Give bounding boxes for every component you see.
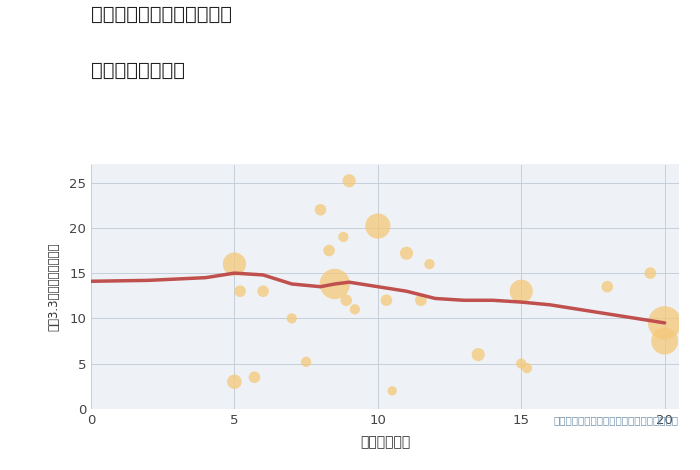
Point bbox=[349, 306, 360, 313]
Point bbox=[315, 206, 326, 213]
Point bbox=[234, 288, 246, 295]
Point bbox=[659, 319, 671, 327]
Point bbox=[645, 269, 656, 277]
Point bbox=[323, 247, 335, 254]
Point bbox=[300, 358, 312, 366]
Point bbox=[473, 351, 484, 358]
Text: 駅距離別土地価格: 駅距離別土地価格 bbox=[91, 61, 185, 80]
Point bbox=[344, 177, 355, 185]
Point bbox=[381, 297, 392, 304]
Point bbox=[401, 250, 412, 257]
Point bbox=[372, 222, 384, 230]
Point bbox=[516, 288, 527, 295]
Point bbox=[258, 288, 269, 295]
X-axis label: 駅距離（分）: 駅距離（分） bbox=[360, 435, 410, 449]
Point bbox=[659, 337, 671, 345]
Point bbox=[516, 360, 527, 368]
Point bbox=[338, 233, 349, 241]
Point bbox=[424, 260, 435, 268]
Point bbox=[229, 378, 240, 385]
Point bbox=[249, 374, 260, 381]
Y-axis label: 坪（3.3㎡）単価（万円）: 坪（3.3㎡）単価（万円） bbox=[48, 243, 61, 331]
Point bbox=[602, 283, 613, 290]
Point bbox=[386, 387, 398, 394]
Text: 兵庫県豊岡市日高町日置の: 兵庫県豊岡市日高町日置の bbox=[91, 5, 232, 24]
Point bbox=[522, 364, 533, 372]
Point bbox=[329, 280, 340, 288]
Point bbox=[341, 297, 352, 304]
Text: 円の大きさは、取引のあった物件面積を示す: 円の大きさは、取引のあった物件面積を示す bbox=[554, 415, 679, 425]
Point bbox=[415, 297, 426, 304]
Point bbox=[229, 260, 240, 268]
Point bbox=[286, 314, 297, 322]
